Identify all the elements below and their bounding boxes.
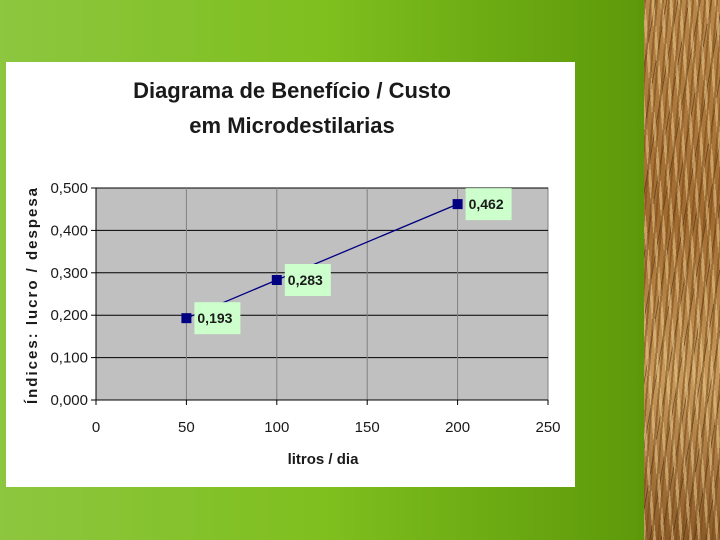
y-tick-label: 0,200 <box>50 307 88 324</box>
data-label: 0,283 <box>288 272 323 288</box>
x-tick-label: 250 <box>535 419 560 436</box>
x-tick-label: 50 <box>178 419 195 436</box>
chart-panel: Diagrama de Benefício / Custo em Microde… <box>6 62 575 487</box>
y-tick-label: 0,400 <box>50 222 88 239</box>
axes: 0,000 0,100 0,200 0,300 0,400 0,500 0 50 100 150 2… <box>50 180 560 436</box>
data-point-marker <box>271 275 282 286</box>
y-tick-label: 0,500 <box>50 180 88 197</box>
x-tick-label: 0 <box>92 419 100 436</box>
x-tick-label: 200 <box>445 419 470 436</box>
x-tick-label: 150 <box>355 419 380 436</box>
data-label: 0,462 <box>469 196 504 212</box>
y-tick-label: 0,300 <box>50 265 88 282</box>
y-tick-label: 0,100 <box>50 350 88 367</box>
chart-svg: Diagrama de Benefício / Custo em Microde… <box>24 78 561 468</box>
data-label-box <box>284 264 331 297</box>
x-axis-title: litros / dia <box>288 451 360 468</box>
chart-title-line-1: Diagrama de Benefício / Custo <box>133 78 451 103</box>
y-tick-label: 0,000 <box>50 392 88 409</box>
data-point-marker <box>452 199 463 210</box>
chart-title-line-2: em Microdestilarias <box>189 113 394 138</box>
data-label: 0,193 <box>197 310 232 326</box>
x-tick-label: 100 <box>264 419 289 436</box>
data-label-box <box>194 302 241 335</box>
y-axis-title: Índices: lucro / despesa <box>24 186 41 404</box>
data-point-marker <box>181 313 192 324</box>
sugarcane-straw-image <box>644 0 720 540</box>
data-label-box <box>465 188 512 221</box>
data-labels: 0,193 0,283 0,462 <box>194 188 512 335</box>
